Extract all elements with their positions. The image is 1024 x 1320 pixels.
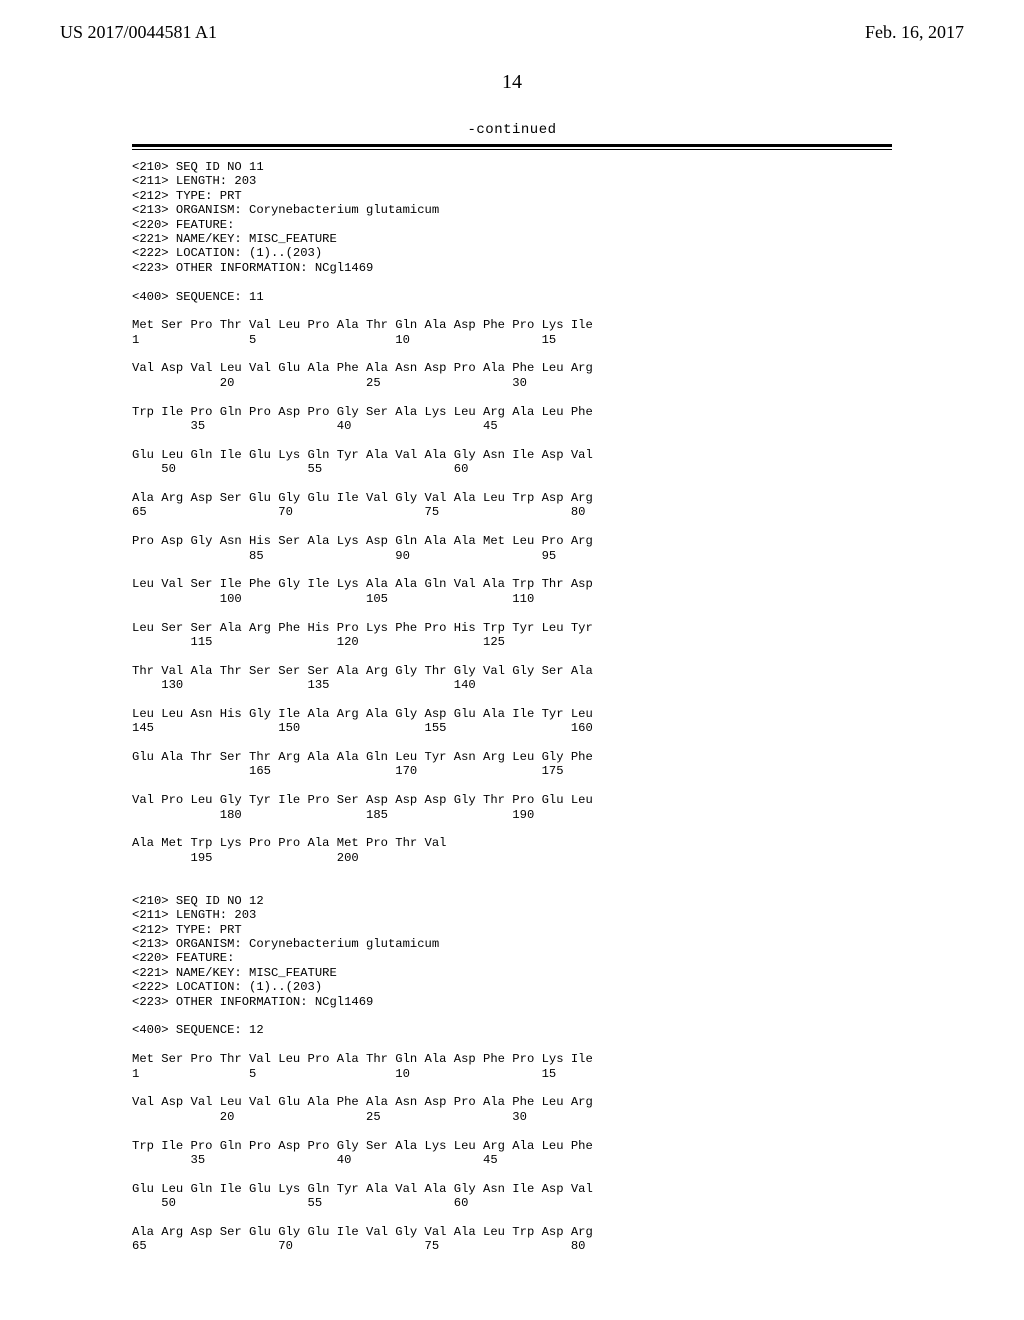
page-number: 14 <box>0 71 1024 94</box>
pub-date: Feb. 16, 2017 <box>865 22 964 43</box>
pub-number: US 2017/0044581 A1 <box>60 22 217 43</box>
rule-group <box>132 144 892 150</box>
continued-label: -continued <box>0 122 1024 138</box>
thick-rule <box>132 144 892 147</box>
sequence-listing: <210> SEQ ID NO 11 <211> LENGTH: 203 <21… <box>132 160 892 1254</box>
thin-rule <box>132 149 892 150</box>
page-header: US 2017/0044581 A1 Feb. 16, 2017 <box>0 0 1024 43</box>
